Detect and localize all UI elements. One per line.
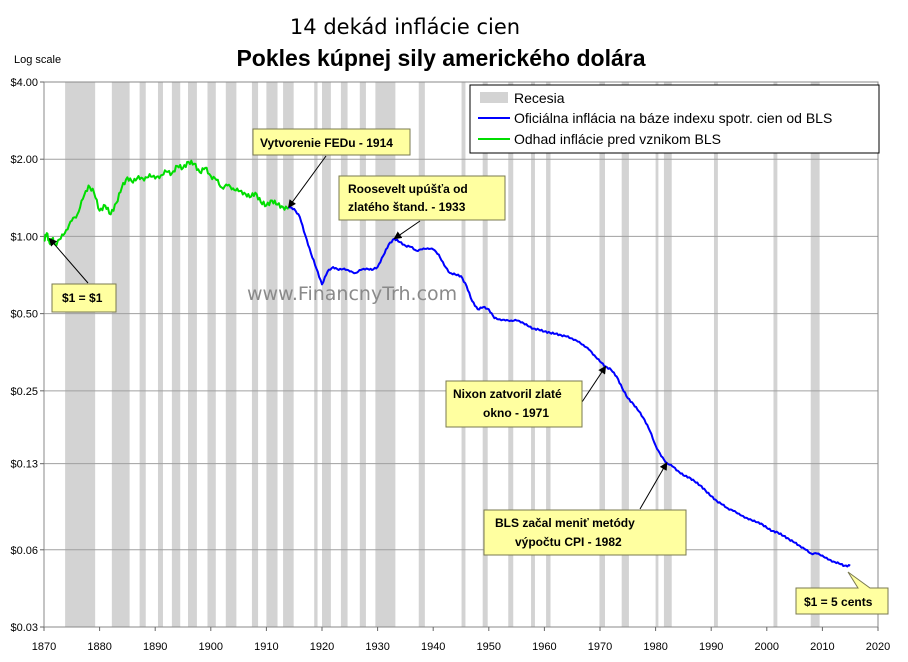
y-tick-label: $0.06 bbox=[10, 545, 38, 557]
recession-band bbox=[375, 82, 396, 627]
annotation-arrows bbox=[48, 155, 668, 510]
recession-band bbox=[655, 82, 659, 627]
recession-band bbox=[65, 82, 96, 627]
legend-box bbox=[469, 84, 880, 154]
recession-band bbox=[171, 82, 181, 627]
gridlines bbox=[44, 81, 878, 628]
recession-band bbox=[531, 82, 535, 627]
recession-band bbox=[359, 82, 366, 627]
x-tick-label: 1910 bbox=[254, 641, 278, 653]
x-tick-label: 1950 bbox=[477, 641, 501, 653]
watermark: www.FinancnyTrh.com bbox=[247, 283, 457, 305]
recession-band bbox=[599, 82, 606, 627]
recession-band bbox=[207, 82, 216, 627]
annotation-roosevelt-line1: Roosevelt upúšťa od bbox=[348, 182, 468, 196]
annotation-nixon: Nixon zatvoril zlaté okno - 1971 bbox=[445, 380, 583, 428]
x-tick-label: 1960 bbox=[532, 641, 556, 653]
legend: Recesia Oficiálna inflácia na báze index… bbox=[469, 84, 880, 154]
recession-band bbox=[621, 82, 629, 627]
recession-band bbox=[188, 82, 197, 627]
recession-band bbox=[340, 82, 348, 627]
x-tick-label: 2000 bbox=[755, 641, 779, 653]
recession-band bbox=[546, 82, 551, 627]
annotation-arrow-fed bbox=[288, 155, 327, 208]
recession-band bbox=[461, 82, 466, 627]
x-axis: 1870 1880 1890 1900 1910 1920 1930 1940 1950 1960… bbox=[32, 627, 890, 653]
series-line bbox=[288, 206, 851, 568]
x-tick-label: 1920 bbox=[310, 641, 334, 653]
annotation-fed: Vytvorenie FEDu - 1914 bbox=[252, 128, 411, 156]
annotation-arrow-nixon bbox=[581, 365, 607, 403]
recession-band bbox=[139, 82, 146, 627]
y-tick-label: $2.00 bbox=[10, 154, 38, 166]
y-tick-label: $0.50 bbox=[10, 309, 38, 321]
x-tick-label: 1890 bbox=[143, 641, 167, 653]
recession-band bbox=[482, 82, 488, 627]
x-tick-label: 1940 bbox=[421, 641, 445, 653]
annotation-roosevelt-line2: zlatého štand. - 1933 bbox=[348, 200, 466, 214]
chart-subtitle: Pokles kúpnej sily amerického dolára bbox=[236, 45, 645, 71]
y-tick-label: $4.00 bbox=[10, 77, 38, 89]
recession-band bbox=[418, 82, 425, 627]
recession-band bbox=[251, 82, 259, 627]
annotation-bls-line2: výpočtu CPI - 1982 bbox=[515, 535, 622, 549]
legend-label-bls: Oficiálna inflácia na báze indexu spotr.… bbox=[514, 110, 832, 126]
y-tick-label: $0.03 bbox=[10, 622, 38, 634]
annotation-arrow-bls bbox=[639, 461, 668, 510]
recession-band bbox=[157, 82, 163, 627]
y-tick-label: $0.13 bbox=[10, 459, 38, 471]
series-lines bbox=[43, 159, 851, 568]
recession-band bbox=[314, 82, 318, 627]
recession-band bbox=[322, 82, 331, 627]
x-tick-label: 2010 bbox=[810, 641, 834, 653]
annotation-arrow-dollar bbox=[48, 237, 89, 284]
x-tick-label: 1880 bbox=[87, 641, 111, 653]
x-tick-label: 1970 bbox=[588, 641, 612, 653]
y-axis: $4.00 $2.00 $1.00 $0.50 $0.25 $0.13 $0.06 $0.03 bbox=[10, 77, 44, 634]
recession-band bbox=[266, 82, 278, 627]
annotation-roosevelt: Roosevelt upúšťa od zlatého štand. - 193… bbox=[338, 175, 506, 221]
legend-swatch-recesia bbox=[480, 92, 508, 103]
series-line bbox=[43, 159, 290, 247]
annotation-fed-text: Vytvorenie FEDu - 1914 bbox=[260, 136, 393, 150]
x-tick-label: 1930 bbox=[365, 641, 389, 653]
recession-band bbox=[713, 82, 718, 627]
recession-band bbox=[225, 82, 237, 627]
x-tick-label: 1870 bbox=[32, 641, 56, 653]
annotation-cents-text: $1 = 5 cents bbox=[804, 595, 873, 609]
y-tick-label: $1.00 bbox=[10, 231, 38, 243]
annotation-arrow-roosevelt bbox=[393, 220, 421, 240]
annotation-bls-line1: BLS začal meniť metódy bbox=[495, 516, 635, 530]
legend-label-recesia: Recesia bbox=[514, 90, 565, 106]
recession-band bbox=[283, 82, 294, 627]
annotation-cents: $1 = 5 cents bbox=[795, 571, 889, 615]
recession-band bbox=[508, 82, 514, 627]
recession-band bbox=[111, 82, 130, 627]
x-tick-label: 1990 bbox=[699, 641, 723, 653]
annotation-dollar: $1 = $1 bbox=[51, 283, 117, 313]
annotation-nixon-line2: okno - 1971 bbox=[483, 406, 549, 420]
x-tick-label: 2020 bbox=[866, 641, 890, 653]
recession-band bbox=[773, 82, 778, 627]
x-tick-label: 1980 bbox=[643, 641, 667, 653]
annotation-bls: BLS začal meniť metódy výpočtu CPI - 198… bbox=[483, 509, 687, 556]
plot-area-border bbox=[43, 81, 879, 628]
recession-band bbox=[810, 82, 820, 627]
recession-band bbox=[663, 82, 672, 627]
annotation-nixon-line1: Nixon zatvoril zlaté bbox=[453, 387, 562, 401]
chart-title: 14 dekád inflácie cien bbox=[290, 15, 520, 39]
annotation-dollar-text: $1 = $1 bbox=[62, 291, 103, 305]
y-tick-label: $0.25 bbox=[10, 386, 38, 398]
y-scale-note: Log scale bbox=[14, 54, 61, 66]
x-tick-label: 1900 bbox=[199, 641, 223, 653]
legend-label-estimate: Odhad inflácie pred vznikom BLS bbox=[514, 131, 721, 147]
recession-bands bbox=[65, 82, 820, 627]
